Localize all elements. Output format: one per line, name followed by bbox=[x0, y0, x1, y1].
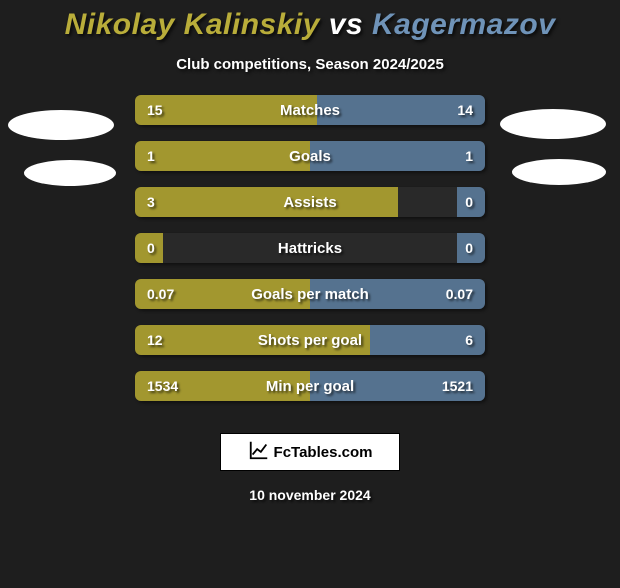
stat-bar-right bbox=[457, 187, 485, 217]
stat-label: Hattricks bbox=[135, 233, 485, 263]
stat-bar-left bbox=[135, 141, 310, 171]
decorative-oval bbox=[8, 110, 114, 140]
stat-row: Goals per match0.070.07 bbox=[135, 279, 485, 309]
stat-row: Shots per goal126 bbox=[135, 325, 485, 355]
stat-bar-right bbox=[310, 141, 485, 171]
vs-text: vs bbox=[320, 8, 372, 41]
stat-bar-left bbox=[135, 325, 370, 355]
stat-bar-right bbox=[457, 233, 485, 263]
decorative-oval bbox=[24, 160, 116, 186]
date-text: 10 november 2024 bbox=[0, 487, 620, 503]
stat-bar-right bbox=[310, 371, 485, 401]
subtitle: Club competitions, Season 2024/2025 bbox=[0, 56, 620, 73]
stat-row: Min per goal15341521 bbox=[135, 371, 485, 401]
stat-row: Hattricks00 bbox=[135, 233, 485, 263]
decorative-oval bbox=[500, 109, 606, 139]
stat-bar-right bbox=[370, 325, 486, 355]
player1-name: Nikolay Kalinskiy bbox=[65, 8, 320, 41]
stat-bar-left bbox=[135, 279, 310, 309]
stat-bar-right bbox=[317, 95, 485, 125]
player2-name: Kagermazov bbox=[372, 8, 555, 41]
stat-bar-left bbox=[135, 95, 317, 125]
stat-bars-container: Matches1514 Goals11 Assists30 Hattricks00 Go… bbox=[135, 95, 485, 417]
stat-row: Goals11 bbox=[135, 141, 485, 171]
stat-row: Matches1514 bbox=[135, 95, 485, 125]
comparison-arena: Matches1514 Goals11 Assists30 Hattricks00 Go… bbox=[0, 95, 620, 415]
stat-bar-left bbox=[135, 187, 398, 217]
decorative-oval bbox=[512, 159, 606, 185]
page-title: Nikolay Kalinskiy vs Kagermazov bbox=[0, 8, 620, 42]
chart-icon bbox=[248, 439, 270, 465]
watermark-text: FcTables.com bbox=[274, 444, 373, 461]
stat-bar-left bbox=[135, 233, 163, 263]
stat-bar-right bbox=[310, 279, 485, 309]
watermark: FcTables.com bbox=[220, 433, 400, 471]
stat-bar-left bbox=[135, 371, 310, 401]
stat-row: Assists30 bbox=[135, 187, 485, 217]
